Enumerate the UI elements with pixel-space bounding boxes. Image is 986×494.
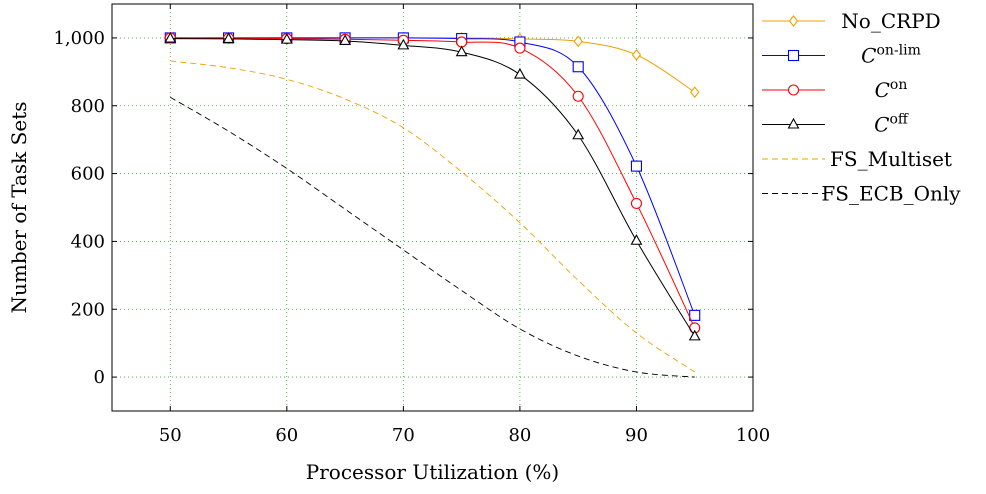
series-line <box>170 37 696 329</box>
y-tick-label: 400 <box>71 231 105 252</box>
x-tick-label: 100 <box>736 425 770 446</box>
legend-label: FS_ECB_Only <box>821 182 961 206</box>
x-axis-label: Processor Utilization (%) <box>306 460 559 484</box>
x-tick-label: 90 <box>625 425 648 446</box>
series-c-on-lim <box>164 32 701 321</box>
data-point <box>164 31 177 43</box>
y-axis-ticks: 0 200 400 600 800 1,000 <box>53 28 753 388</box>
legend: No_CRPD Con-lim Con Coff FS_Multiset FS_ECB_O… <box>762 9 961 206</box>
series-fs-ecb-only <box>170 96 695 378</box>
series-c-off <box>164 31 701 341</box>
data-point <box>456 36 468 48</box>
data-point <box>222 32 235 43</box>
legend-marker <box>787 117 800 129</box>
data-point <box>513 67 526 79</box>
legend-label: Con <box>875 77 908 102</box>
x-axis-ticks: 50 60 70 80 90 100 <box>159 4 770 446</box>
x-tick-label: 50 <box>159 425 182 446</box>
series-c-on <box>164 32 701 334</box>
legend-marker <box>787 84 800 96</box>
legend-label: FS_Multiset <box>830 147 952 171</box>
legend-label: Con-lim <box>861 43 921 68</box>
series-line <box>170 37 696 316</box>
data-point <box>514 42 526 54</box>
data-point <box>339 34 352 46</box>
data-point <box>630 197 643 209</box>
legend-item: No_CRPD <box>762 9 941 33</box>
legend-marker <box>787 49 800 62</box>
plot-frame <box>111 3 754 412</box>
data-point <box>688 329 701 341</box>
y-tick-label: 200 <box>71 299 105 320</box>
series-line <box>170 96 695 378</box>
data-point <box>280 32 293 44</box>
x-tick-label: 60 <box>275 425 298 446</box>
data-point <box>689 309 701 321</box>
legend-item: FS_ECB_Only <box>762 182 961 206</box>
series-line <box>170 37 695 93</box>
grid <box>112 4 754 411</box>
data-point <box>631 48 642 61</box>
y-tick-label: 800 <box>71 96 105 117</box>
y-tick-label: 600 <box>71 164 105 185</box>
data-point <box>397 38 410 50</box>
data-point <box>572 128 585 140</box>
data-point <box>573 35 583 48</box>
legend-label: Coff <box>874 112 909 137</box>
legend-item: Con-lim <box>762 43 921 68</box>
series-fs-multiset <box>170 60 695 373</box>
legend-item: FS_Multiset <box>762 147 952 171</box>
x-tick-label: 70 <box>392 425 415 446</box>
data-point <box>630 160 643 172</box>
x-tick-label: 80 <box>508 425 531 446</box>
series-line <box>170 60 695 373</box>
data-point <box>572 61 584 73</box>
data-point <box>455 45 468 57</box>
y-tick-label: 1,000 <box>53 28 105 49</box>
legend-item: Coff <box>762 112 909 137</box>
data-point <box>630 234 643 245</box>
data-point <box>572 90 584 102</box>
legend-item: Con <box>762 77 907 102</box>
legend-label: No_CRPD <box>841 9 940 33</box>
series-layer <box>164 31 701 378</box>
y-axis-label: Number of Task Sets <box>7 102 31 314</box>
legend-marker <box>788 15 799 27</box>
series-no-crpd <box>165 32 700 99</box>
series-line <box>170 38 696 337</box>
data-point <box>690 86 700 99</box>
y-tick-label: 0 <box>94 367 105 388</box>
